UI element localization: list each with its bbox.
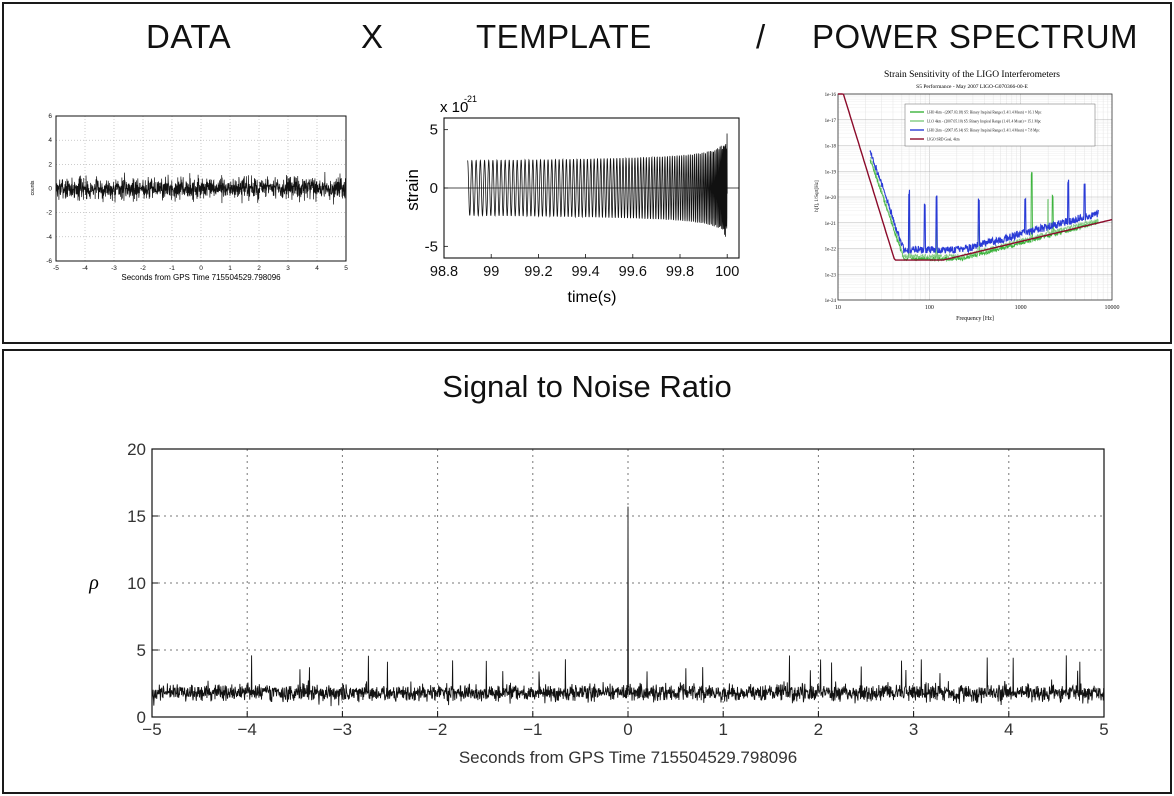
snr-xlabel: Seconds from GPS Time 715504529.798096 [459, 748, 797, 767]
psd-ytick-label: 1e-22 [825, 248, 837, 253]
snr-xtick-label: 2 [814, 720, 823, 739]
psd-ytick-label: 1e-20 [825, 196, 837, 201]
data-ytick-label: -4 [46, 234, 52, 241]
snr-xtick-label: −3 [333, 720, 352, 739]
data-xtick-label: -4 [82, 265, 88, 272]
psd-series-llo4k [869, 156, 1099, 260]
data-xlabel: Seconds from GPS Time 715504529.798096 [121, 273, 281, 282]
snr-ytick-label: 20 [127, 440, 146, 459]
template-xtick-label: 98.8 [430, 264, 458, 280]
psd-series-srd-goal [838, 93, 1113, 261]
snr-xtick-label: −2 [428, 720, 447, 739]
psd-chart: Strain Sensitivity of the LIGO Interfero… [815, 69, 1120, 322]
psd-legend: LHO 4km - (2007.03.18) S5: Binary Inspir… [904, 103, 1096, 147]
snr-chart: −5 −4 −3 −2 −1 0 1 2 3 4 5 0 5 10 15 20 ρ Seconds from… [88, 440, 1109, 767]
data-ytick-label: -2 [46, 210, 52, 217]
data-trace [55, 172, 347, 205]
psd-xtick-label: 1000 [1015, 305, 1027, 311]
data-ytick-label: 2 [48, 161, 52, 168]
data-xtick-label: -5 [53, 265, 59, 272]
data-xtick-label: -2 [140, 265, 146, 272]
snr-xtick-label: 5 [1099, 720, 1108, 739]
psd-ytick-label: 1e-23 [825, 273, 837, 278]
template-trace [467, 133, 728, 237]
psd-ylabel: h[f], 1/Sqrt[Hz] [815, 180, 820, 212]
data-xtick-label: 5 [344, 265, 348, 272]
psd-legend-label: LHO 4km - (2007.03.18) S5: Binary Inspir… [927, 111, 1042, 115]
psd-legend-label: LIGO SRD Goal, 4km [927, 138, 960, 143]
template-y-multiplier: x 10 [440, 99, 468, 116]
template-xtick-label: 99.4 [571, 264, 599, 280]
psd-legend-label: LHO 2km - (2007.05.14) S5: Binary Inspir… [927, 129, 1040, 133]
data-xtick-label: -3 [111, 265, 117, 272]
data-xtick-label: 1 [228, 265, 232, 272]
template-y-exponent: -21 [464, 94, 477, 104]
template-xtick-label: 99 [483, 264, 499, 280]
psd-title: Strain Sensitivity of the LIGO Interfero… [884, 69, 1060, 80]
psd-legend-label: LLO 4km - (2007.05.10) S5: Binary Inspir… [927, 120, 1042, 124]
template-ytick-label: 5 [430, 122, 438, 139]
snr-trace [151, 506, 1105, 707]
data-ytick-label: -6 [46, 258, 52, 265]
template-heading: TEMPLATE [476, 18, 652, 55]
data-xtick-label: 2 [257, 265, 261, 272]
snr-ytick-label: 15 [127, 507, 146, 526]
top-panel: DATA X TEMPLATE / POWER SPECTRUM -5 -4 -3-… [2, 2, 1172, 344]
psd-ytick-label: 1e-16 [825, 93, 837, 98]
divide-symbol: / [756, 18, 766, 55]
template-ytick-label: -5 [425, 238, 438, 255]
snr-xtick-label: 1 [718, 720, 727, 739]
template-xtick-label: 99.8 [666, 264, 694, 280]
data-ytick-label: 6 [48, 113, 52, 120]
template-ytick-label: 0 [430, 180, 438, 197]
template-chirp-chart: x 10 -21 strain 98.8 99 99.2 99.4 99.6 99.8 10… [403, 94, 740, 306]
data-ytick-label: 0 [48, 186, 52, 193]
psd-xtick-label: 100 [925, 305, 934, 311]
data-xtick-label: 0 [199, 265, 203, 272]
template-xtick-label: 99.2 [524, 264, 552, 280]
psd-xtick-label: 10000 [1105, 305, 1120, 311]
template-ylabel: strain [403, 169, 422, 211]
psd-ytick-label: 1e-19 [825, 170, 837, 175]
data-heading: DATA [146, 18, 232, 55]
psd-xtick-label: 10 [835, 305, 841, 311]
snr-ytick-label: 0 [137, 708, 146, 727]
data-ytick-label: 4 [48, 137, 52, 144]
psd-ytick-label: 1e-18 [825, 145, 837, 150]
data-xtick-label: 3 [286, 265, 290, 272]
psd-ytick-label: 1e-17 [825, 119, 837, 124]
snr-xtick-label: −1 [523, 720, 542, 739]
psd-plot-frame [837, 93, 1113, 301]
snr-ytick-label: 5 [137, 641, 146, 660]
psd-subtitle: S5 Performance - May 2007 LIGO-G070366-0… [916, 83, 1028, 90]
snr-xtick-label: 3 [909, 720, 918, 739]
data-ylabel: counts [30, 180, 36, 195]
data-timeseries-chart: -5 -4 -3 -2 -1 0 1 2 3 4 5 -6 -4 -2 0 2 4 6 Seconds from… [30, 113, 348, 282]
snr-title: Signal to Noise Ratio [442, 369, 732, 404]
psd-xlabel: Frequency [Hz] [956, 316, 994, 322]
psd-series-lho2k [869, 150, 1099, 255]
template-xlabel: time(s) [568, 289, 617, 306]
data-xtick-label: 4 [315, 265, 319, 272]
psd-ytick-label: 1e-24 [825, 299, 837, 304]
template-xtick-label: 100 [715, 264, 739, 280]
snr-xtick-label: −4 [238, 720, 257, 739]
template-xtick-label: 99.6 [619, 264, 647, 280]
snr-xtick-label: 4 [1004, 720, 1013, 739]
snr-ytick-label: 10 [127, 574, 146, 593]
psd-ytick-label: 1e-21 [825, 222, 837, 227]
data-xtick-label: -1 [169, 265, 175, 272]
snr-xtick-label: 0 [623, 720, 632, 739]
power-spectrum-heading: POWER SPECTRUM [812, 18, 1139, 55]
times-symbol: X [361, 18, 384, 55]
snr-xtick-label: −5 [142, 720, 161, 739]
bottom-panel: Signal to Noise Ratio −5 −4 −3 −2 −1 0 1 2 3 4 5 0… [2, 349, 1172, 794]
snr-ylabel: ρ [88, 572, 99, 594]
